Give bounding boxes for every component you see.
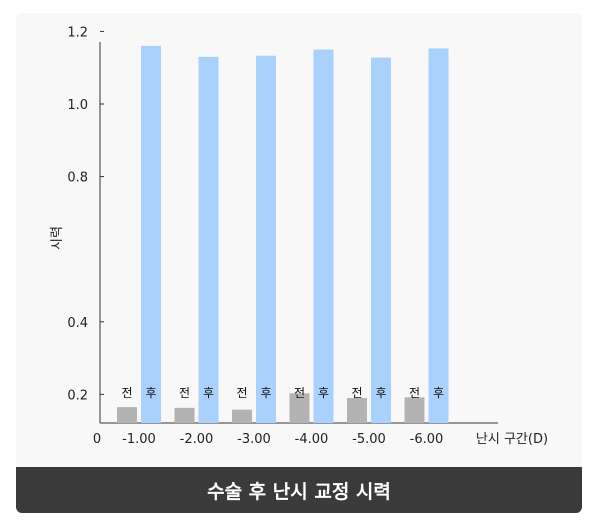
bar-after — [371, 57, 391, 423]
bar-label-after: 후 — [318, 386, 329, 400]
chart-title: 수술 후 난시 교정 시력 — [16, 467, 582, 513]
y-tick-label: 1.2 — [67, 25, 88, 40]
chart-card — [16, 13, 582, 513]
x-axis-title: 난시 구간(D) — [476, 432, 548, 447]
bar-label-before: 전 — [294, 386, 305, 400]
x-tick-label: -3.00 — [237, 432, 271, 447]
bar-before — [289, 393, 310, 423]
origin-label: 0 — [93, 432, 101, 447]
bar-label-after: 후 — [145, 386, 156, 400]
y-ticks: 0.2 0.4 0.8 1.0 1.2 — [67, 25, 104, 403]
bar-before — [174, 407, 195, 423]
bar-after — [256, 55, 276, 423]
bar-label-after: 후 — [203, 386, 214, 400]
bar-after — [141, 45, 161, 424]
y-tick-label: 0.4 — [67, 316, 88, 331]
bar-label-before: 전 — [351, 386, 362, 400]
x-tick-label: -2.00 — [180, 432, 214, 447]
y-tick-label: 1.0 — [67, 98, 88, 113]
x-tick-label: -4.00 — [295, 432, 329, 447]
bar-label-before: 전 — [409, 386, 420, 400]
bar-after — [428, 48, 449, 423]
bar-label-before: 전 — [236, 386, 247, 400]
x-ticks: -1.00 -2.00 -3.00 -4.00 -5.00 -6.00 — [122, 432, 443, 447]
bar-before — [117, 407, 137, 423]
x-tick-label: -5.00 — [352, 432, 386, 447]
bar-label-after: 후 — [260, 386, 271, 400]
y-tick-label: 0.8 — [67, 171, 88, 186]
bar-before — [232, 409, 252, 423]
y-tick-label: 0.2 — [67, 388, 88, 403]
y-axis-title: 시력 — [50, 226, 65, 250]
bar-before — [404, 397, 425, 423]
bar-label-after: 후 — [375, 386, 386, 400]
bar-after — [313, 49, 334, 424]
x-tick-label: -1.00 — [122, 432, 156, 447]
bar-label-after: 후 — [433, 386, 444, 400]
x-tick-label: -6.00 — [410, 432, 444, 447]
bar-before — [347, 398, 367, 423]
bar-label-before: 전 — [179, 386, 190, 400]
bar-after — [198, 56, 219, 424]
bar-label-before: 전 — [121, 386, 132, 400]
